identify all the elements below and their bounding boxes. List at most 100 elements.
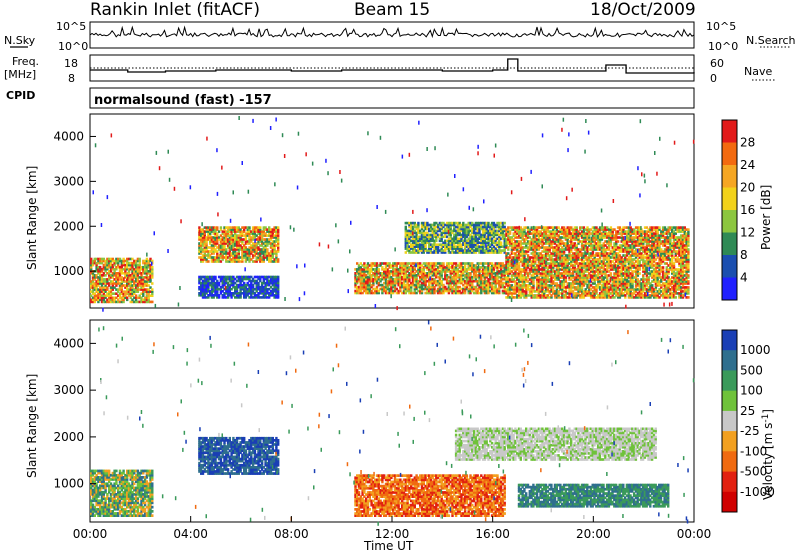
- heatmap-cell: [142, 265, 145, 269]
- heatmap-cell: [433, 277, 436, 281]
- heatmap-cell: [207, 238, 210, 241]
- heatmap-cell: [422, 272, 425, 275]
- heatmap-cell: [243, 287, 246, 291]
- heatmap-cell: [216, 228, 219, 231]
- heatmap-cell: [420, 268, 424, 271]
- heatmap-cell: [269, 242, 273, 245]
- heatmap-cell: [365, 275, 368, 279]
- heatmap-cell: [271, 283, 274, 287]
- heatmap-cell: [219, 290, 223, 293]
- heatmap-cell: [480, 274, 483, 277]
- heatmap-cell: [275, 290, 278, 293]
- heatmap-cell: [356, 287, 359, 291]
- heatmap-cell: [447, 285, 451, 289]
- heatmap-cell: [384, 264, 388, 267]
- heatmap-cell: [268, 281, 271, 285]
- heatmap-cell: [136, 270, 140, 273]
- heatmap-cell: [133, 276, 136, 279]
- heatmap-cell: [356, 279, 359, 283]
- heatmap-cell: [99, 288, 102, 291]
- heatmap-cell: [253, 234, 257, 237]
- heatmap-cell: [251, 292, 255, 295]
- heatmap-cell: [219, 292, 223, 295]
- freq-tick-top: 18: [64, 57, 78, 70]
- heatmap-cell: [251, 256, 255, 259]
- heatmap-cell: [216, 290, 219, 293]
- heatmap-cell: [438, 270, 442, 273]
- heatmap-cell: [255, 287, 258, 291]
- heatmap-cell: [223, 246, 226, 249]
- heatmap-cell: [118, 274, 122, 277]
- heatmap-cell: [232, 228, 235, 231]
- heatmap-cell: [489, 274, 492, 277]
- heatmap-cell: [485, 272, 488, 275]
- heatmap-cell: [109, 294, 113, 297]
- heatmap-cell: [234, 226, 237, 229]
- heatmap-cell: [239, 287, 242, 291]
- heatmap-cell: [445, 289, 449, 293]
- heatmap-cell: [225, 275, 228, 279]
- heatmap-cell: [492, 277, 496, 281]
- heatmap-cell: [104, 267, 107, 271]
- heatmap-cell: [109, 261, 113, 265]
- heatmap-cell: [463, 268, 467, 271]
- heatmap-cell: [357, 275, 361, 279]
- heatmap-cell: [451, 262, 454, 265]
- heatmap-cell: [260, 281, 264, 285]
- heatmap-cell: [243, 290, 246, 293]
- heatmap-cell: [277, 232, 280, 235]
- heatmap-cell: [109, 282, 113, 285]
- heatmap-cell: [210, 252, 214, 255]
- heatmap-cell: [248, 256, 251, 259]
- heatmap-cell: [257, 228, 260, 231]
- heatmap-cell: [145, 298, 149, 302]
- heatmap-cell: [429, 277, 433, 281]
- heatmap-cell: [445, 231, 449, 235]
- heatmap-cell: [248, 248, 251, 251]
- heatmap-cell: [122, 298, 125, 302]
- heatmap-cell: [444, 235, 447, 239]
- heatmap-cell: [235, 292, 239, 295]
- heatmap-cell: [223, 238, 226, 241]
- heatmap-cell: [142, 270, 145, 273]
- heatmap-cell: [395, 270, 398, 273]
- heatmap-cell: [440, 266, 443, 269]
- heatmap-cell: [404, 268, 407, 271]
- heatmap-cell: [217, 294, 221, 297]
- heatmap-cell: [106, 261, 109, 265]
- heatmap-cell: [476, 291, 479, 295]
- heatmap-cell: [442, 287, 445, 291]
- heatmap-cell: [469, 279, 472, 283]
- heatmap-cell: [268, 238, 271, 241]
- heatmap-cell: [413, 231, 416, 235]
- heatmap-cell: [395, 287, 398, 291]
- heatmap-cell: [264, 246, 267, 249]
- heatmap-cell: [257, 254, 260, 257]
- heatmap-cell: [458, 281, 461, 285]
- heatmap-cell: [118, 278, 122, 281]
- heatmap-cell: [259, 292, 262, 295]
- heatmap-cell: [408, 245, 411, 248]
- heatmap-cell: [124, 280, 127, 283]
- heatmap-cell: [445, 223, 449, 227]
- heatmap-cell: [115, 278, 118, 281]
- heatmap-cell: [207, 256, 210, 259]
- heatmap-cell: [413, 283, 416, 287]
- heatmap-cell: [402, 291, 406, 295]
- heatmap-cell: [118, 257, 122, 261]
- heatmap-cell: [260, 287, 264, 291]
- heatmap-cell: [410, 268, 413, 271]
- heatmap-cell: [262, 234, 265, 237]
- heatmap-cell: [402, 268, 406, 271]
- heatmap-cell: [386, 274, 389, 277]
- heatmap-cell: [456, 268, 460, 271]
- heatmap-cell: [118, 284, 122, 287]
- heatmap-cell: [494, 274, 497, 277]
- heatmap-cell: [90, 280, 93, 283]
- heatmap-cell: [471, 285, 474, 289]
- heatmap-cell: [420, 241, 424, 244]
- heatmap-cell: [410, 229, 413, 233]
- heatmap-cell: [108, 292, 111, 295]
- heatmap-cell: [422, 279, 425, 283]
- heatmap-cell: [420, 249, 424, 252]
